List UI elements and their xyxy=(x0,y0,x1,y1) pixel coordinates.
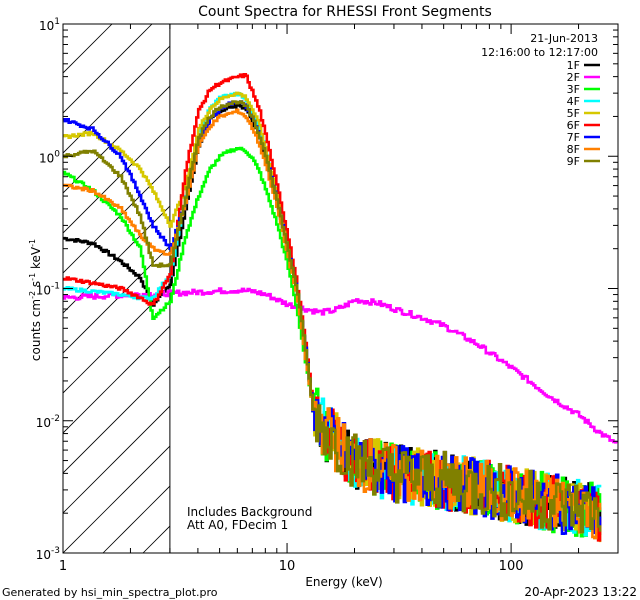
y-tick-label-5: 101 xyxy=(39,17,60,33)
legend-label-4F: 4F xyxy=(567,95,580,108)
legend-label-1F: 1F xyxy=(567,59,580,72)
footer-timestamp: 20-Apr-2023 13:22 xyxy=(524,585,637,599)
hatch-line xyxy=(63,24,153,114)
hatch-line xyxy=(63,165,170,274)
hatch-line xyxy=(63,365,170,474)
legend-label-3F: 3F xyxy=(567,83,580,96)
legend-label-8F: 8F xyxy=(567,143,580,156)
legend-label-9F: 9F xyxy=(567,155,580,168)
series-line-8F xyxy=(63,108,602,540)
y-tick-label-2: 10-2 xyxy=(36,414,60,430)
series-layer xyxy=(63,73,618,543)
x-tick-labels: 1 10 100 xyxy=(59,559,524,574)
y-tick-label-1: 10-3 xyxy=(36,546,60,562)
x-tick-label-10: 10 xyxy=(279,559,296,574)
legend-label-5F: 5F xyxy=(567,107,580,120)
x-tick-label-100: 100 xyxy=(499,559,524,574)
y-tick-labels: 10-3 10-2 10-1 100 101 xyxy=(36,17,61,562)
series-line-7F xyxy=(63,100,602,536)
legend-label-2F: 2F xyxy=(567,71,580,84)
hatch-line xyxy=(63,445,170,553)
axes xyxy=(62,24,619,554)
legend-label-7F: 7F xyxy=(567,131,580,144)
y-tick-label-3: 10-1 xyxy=(36,282,60,298)
hatch-line xyxy=(63,405,170,514)
hatch-line xyxy=(63,45,170,154)
chart-title: Count Spectra for RHESSI Front Segments xyxy=(198,4,492,20)
footer-generated-by: Generated by hsi_min_spectra_plot.pro xyxy=(2,586,218,599)
legend-label-6F: 6F xyxy=(567,119,580,132)
note-background: Includes Background xyxy=(187,505,312,519)
hatch-line xyxy=(63,205,170,314)
y-tick-label-4: 100 xyxy=(39,149,60,165)
time-range-label: 12:16:00 to 12:17:00 xyxy=(481,46,598,59)
series-line-9F xyxy=(63,100,602,534)
x-axis-label: Energy (keV) xyxy=(305,575,382,589)
y-axis-label: counts cm-2 s-1 keV-1 xyxy=(28,239,43,361)
x-tick-label-1: 1 xyxy=(59,559,67,574)
note-attenuator: Att A0, FDecim 1 xyxy=(187,518,288,532)
hatch-line xyxy=(63,24,113,74)
date-label: 21-Jun-2013 xyxy=(530,32,598,45)
